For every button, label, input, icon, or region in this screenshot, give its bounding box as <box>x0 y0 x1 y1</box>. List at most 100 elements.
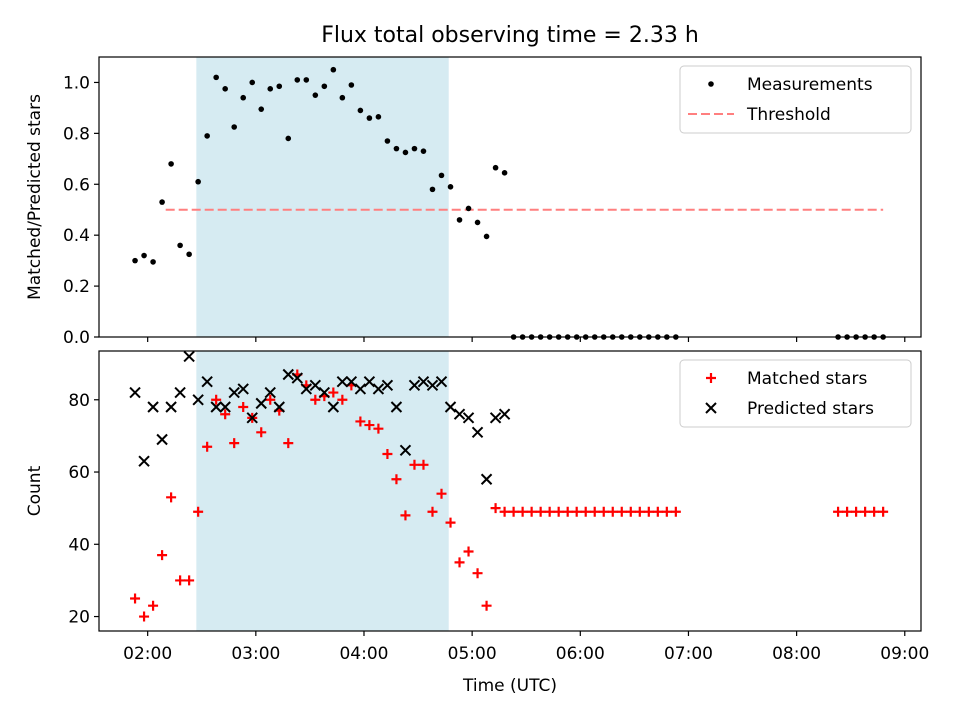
matched-star-point <box>166 492 177 503</box>
measurement-point <box>501 170 508 176</box>
predicted-star-point <box>462 412 475 424</box>
predicted-star-point <box>480 473 493 485</box>
y-tick-label: 0.4 <box>63 226 90 246</box>
legend-swatch-predicted <box>705 402 717 414</box>
measurement-point <box>150 259 156 265</box>
matched-star-point <box>400 510 411 521</box>
matched-star-point <box>427 506 438 517</box>
matched-star-point <box>481 600 492 611</box>
measurement-point <box>339 94 346 101</box>
matched-star-point <box>328 387 339 398</box>
y-tick-label: 0.0 <box>63 328 90 348</box>
predicted-star-point <box>273 401 285 413</box>
matched-star-point <box>878 506 889 517</box>
x-tick-label: 07:00 <box>664 644 713 664</box>
matched-star-point <box>157 550 168 561</box>
measurement-point <box>384 138 391 144</box>
matched-star-point <box>337 394 348 405</box>
measurement-point <box>483 233 490 240</box>
measurement-point <box>294 77 301 83</box>
predicted-star-point <box>219 401 231 413</box>
shaded-interval <box>196 57 449 337</box>
measurement-point <box>357 107 364 114</box>
measurement-point <box>285 135 292 142</box>
predicted-star-point <box>210 401 222 413</box>
matched-star-point <box>445 517 456 528</box>
predicted-star-point <box>363 376 376 388</box>
y-tick-label: 80 <box>68 391 90 411</box>
matched-star-point <box>625 506 636 517</box>
predicted-star-point <box>228 386 240 399</box>
matched-star-point <box>842 506 853 517</box>
predicted-star-point <box>264 386 276 399</box>
predicted-star-point <box>336 376 349 388</box>
measurement-point <box>186 251 192 258</box>
x-tick-label: 09:00 <box>880 644 929 664</box>
y-tick-label: 0.6 <box>63 175 90 195</box>
matched-star-point <box>661 506 672 517</box>
predicted-star-point <box>399 444 412 457</box>
matched-star-point <box>355 416 366 427</box>
y-tick-label: 1.0 <box>63 73 90 93</box>
measurement-point <box>258 106 265 112</box>
measurement-point <box>213 74 219 81</box>
measurement-point <box>474 219 481 226</box>
matched-star-point <box>283 438 294 449</box>
predicted-star-point <box>156 433 168 446</box>
x-tick-label: 05:00 <box>448 644 497 664</box>
measurement-point <box>456 217 463 223</box>
axes-frame <box>98 56 922 338</box>
matched-star-point <box>148 600 159 611</box>
x-axis-label: Time (UTC) <box>462 676 557 696</box>
matched-star-point <box>139 611 150 622</box>
matched-star-point <box>472 568 483 579</box>
matched-star-point <box>193 506 204 517</box>
measurement-point <box>240 94 247 101</box>
legend-swatch-matched <box>706 373 716 383</box>
predicted-star-point <box>354 383 367 395</box>
y-tick-label: 20 <box>68 608 90 628</box>
matched-star-point <box>238 402 249 412</box>
x-tick-label: 02:00 <box>123 644 172 664</box>
legend-label: Threshold <box>746 105 831 125</box>
matched-star-point <box>130 593 141 604</box>
matched-star-point <box>202 441 213 452</box>
matched-star-point <box>535 506 546 517</box>
matched-star-point <box>409 459 420 470</box>
figure-title: Flux total observing time = 2.33 h <box>321 23 699 48</box>
predicted-star-point <box>165 401 177 413</box>
measurement-point <box>267 86 274 92</box>
matched-star-point <box>598 506 609 517</box>
predicted-star-point <box>246 412 258 424</box>
predicted-star-point <box>345 376 358 388</box>
predicted-star-point <box>408 379 421 392</box>
predicted-star-point <box>453 408 466 420</box>
measurement-point <box>141 252 147 259</box>
measurement-point <box>312 92 319 98</box>
predicted-star-point <box>318 386 331 399</box>
measurement-point <box>492 164 499 171</box>
measurement-point <box>177 242 183 249</box>
matched-star-point <box>220 409 231 420</box>
predicted-star-point <box>255 397 267 410</box>
measurement-point <box>447 184 454 190</box>
legend: Matched stars Predicted stars <box>679 359 912 428</box>
predicted-star-point <box>327 401 340 413</box>
matched-star-point <box>643 506 654 517</box>
matched-star-point <box>391 474 402 485</box>
measurement-point <box>321 83 328 90</box>
matched-star-point <box>670 506 681 517</box>
predicted-star-point <box>426 379 439 392</box>
measurement-point <box>420 148 427 154</box>
matched-star-point <box>562 506 573 517</box>
matched-star-point <box>229 438 240 449</box>
x-tick-label: 06:00 <box>556 644 605 664</box>
predicted-star-point <box>192 394 204 406</box>
matched-star-point <box>607 506 618 517</box>
matched-star-point <box>508 506 519 517</box>
predicted-star-point <box>291 372 303 384</box>
matched-star-point <box>517 506 528 517</box>
matched-star-point <box>833 506 844 517</box>
x-tick-label: 08:00 <box>772 644 821 664</box>
